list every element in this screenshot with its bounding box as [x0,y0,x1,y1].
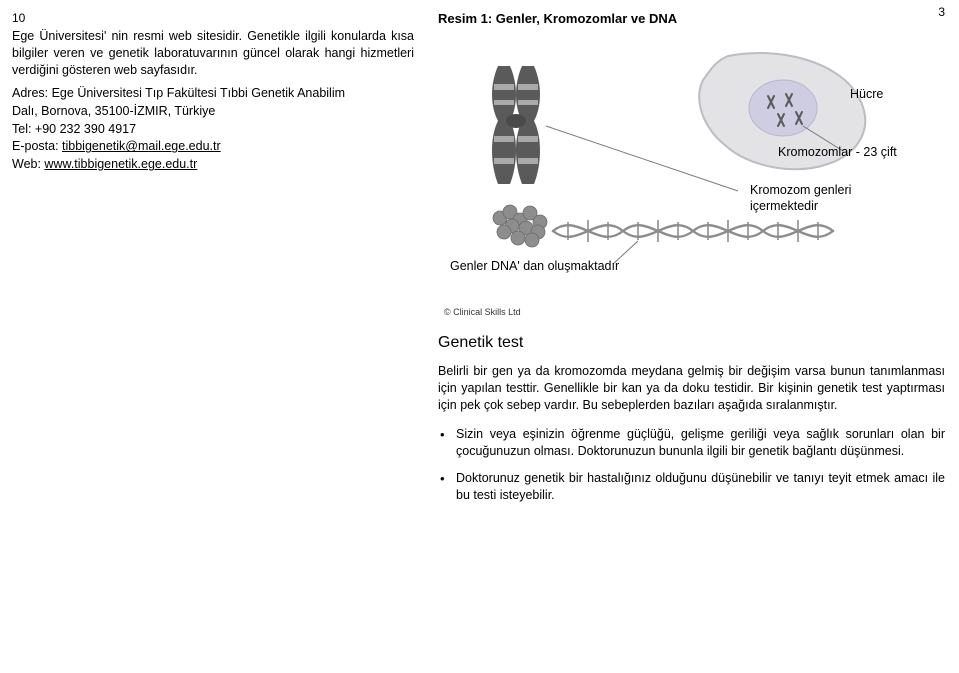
address-block: Adres: Ege Üniversitesi Tıp Fakültesi Tı… [12,85,414,173]
figure-box: Hücre Kromozomlar - 23 çift Kromozom gen… [438,36,918,296]
email-line: E-posta: tibbigenetik@mail.ege.edu.tr [12,138,414,155]
web-value: www.tibbigenetik.ege.edu.tr [44,157,197,171]
right-column: 3 Resim 1: Genler, Kromozomlar ve DNA [430,0,959,673]
address-line-1: Adres: Ege Üniversitesi Tıp Fakültesi Tı… [12,85,414,102]
figure-copyright: © Clinical Skills Ltd [444,306,945,318]
section-heading: Genetik test [438,332,945,354]
web-label: Web: [12,157,44,171]
label-cell: Hücre [850,86,883,103]
list-item: Sizin veya eşinizin öğrenme güçlüğü, gel… [456,426,945,460]
telephone: Tel: +90 232 390 4917 [12,121,414,138]
figure-title: Resim 1: Genler, Kromozomlar ve DNA [438,10,945,28]
left-column: 10 Ege Üniversitesi' nin resmi web sites… [0,0,430,673]
figure-svg [438,36,918,296]
label-chrom-contains-1: Kromozom genleri [750,182,851,199]
left-paragraph: Ege Üniversitesi' nin resmi web sitesidi… [12,28,414,79]
page-number: 3 [938,4,945,20]
left-line-number: 10 [12,10,414,26]
list-item: Doktorunuz genetik bir hastalığınız oldu… [456,470,945,504]
label-genes-dna: Genler DNA' dan oluşmaktadır [450,258,619,275]
bullet-list: Sizin veya eşinizin öğrenme güçlüğü, gel… [438,426,945,504]
email-value: tibbigenetik@mail.ege.edu.tr [62,139,221,153]
label-chrom-contains-2: içermektedir [750,198,818,215]
address-line-2: Dalı, Bornova, 35100-İZMIR, Türkiye [12,103,414,120]
label-chrom-pairs: Kromozomlar - 23 çift [778,144,897,161]
web-line: Web: www.tibbigenetik.ege.edu.tr [12,156,414,173]
email-label: E-posta: [12,139,62,153]
right-paragraph-1: Belirli bir gen ya da kromozomda meydana… [438,363,945,414]
